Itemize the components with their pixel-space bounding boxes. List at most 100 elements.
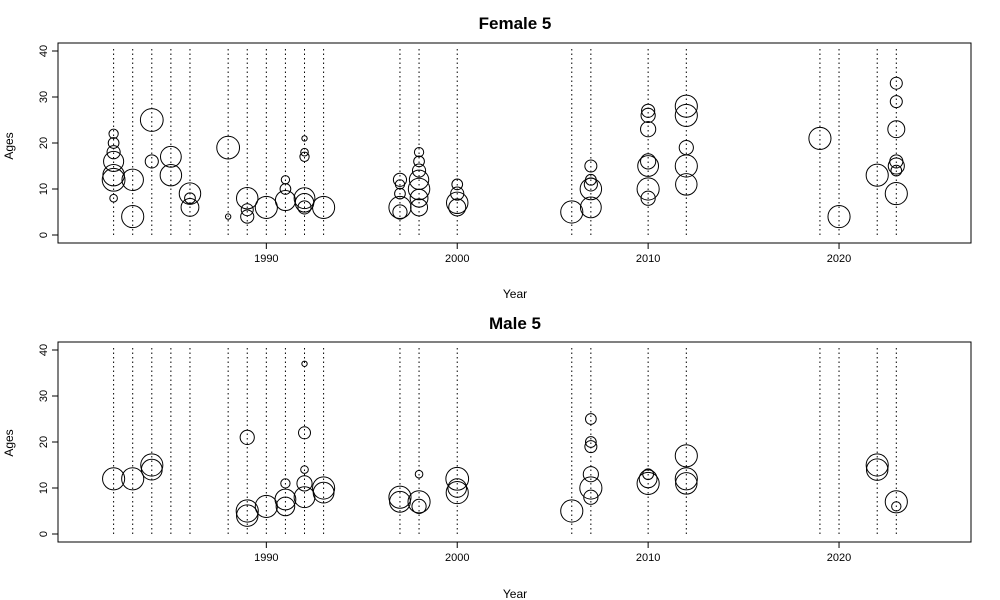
x-tick-label: 2010 [636,253,660,265]
data-bubble [394,179,406,190]
data-bubble [889,76,903,90]
data-bubble [140,458,163,481]
data-bubble [312,476,336,500]
data-bubble [140,453,164,477]
data-bubble [407,177,431,201]
data-bubble [297,200,312,215]
panel-female: Female 5 Year Ages 1990 2000 2010 2020 0 10 20… [2,14,972,301]
data-bubble [235,499,259,523]
data-bubble [450,186,465,201]
data-bubble [240,203,254,217]
data-bubble [445,191,469,215]
x-tick-label: 2010 [636,552,660,564]
data-bubble [637,155,660,177]
data-bubble [584,440,598,454]
data-bubble [312,195,336,219]
data-bubble [300,465,309,474]
data-bubble [388,485,412,509]
data-bubble [890,164,903,177]
data-bubble [583,489,599,505]
data-bubble [640,190,656,206]
data-bubble [640,121,657,138]
data-bubble [224,213,232,220]
plot-frame [57,42,972,244]
data-bubble [579,196,602,219]
data-bubble [101,167,126,192]
data-bubble [144,154,159,169]
data-bubble [254,195,278,219]
data-bubble [184,192,196,205]
y-tick-label: 30 [38,91,50,103]
data-bubble [296,475,313,492]
data-bubble [178,182,202,205]
data-bubble [106,145,121,160]
data-bubble [891,501,902,512]
y-tick-label: 40 [38,45,50,57]
data-bubble [300,147,309,157]
y-tick-label: 0 [38,531,50,537]
y-tick-label: 20 [38,436,50,448]
data-bubble [239,429,255,445]
data-bubble [584,173,597,186]
data-bubble [640,107,656,123]
panel-male: Male 5 Year Ages 1990 2000 2010 2020 0 10 20 30… [2,314,972,600]
data-bubble [678,140,694,156]
data-bubble [584,436,597,448]
data-bubble [675,173,698,196]
data-bubble [674,103,698,127]
data-bubble [299,151,310,162]
data-bubble [411,498,427,514]
data-bubble [638,469,658,489]
data-bubble [216,135,241,160]
data-bubble [827,205,851,229]
data-bubble [411,163,427,178]
data-bubble [102,467,126,491]
data-bubble [392,172,408,187]
data-bubble [887,157,905,175]
data-bubble [312,481,335,504]
data-bubble [275,496,296,517]
data-bubble [674,94,698,118]
data-bubble [640,153,657,170]
chart-title: Female 5 [479,14,552,33]
data-bubble [636,177,660,201]
x-tick-label: 2000 [445,552,469,564]
y-tick-label: 20 [38,137,50,149]
data-bubble [584,413,597,425]
y-tick-label: 10 [38,183,50,195]
data-bubble [865,163,889,187]
x-tick-label: 1990 [254,552,278,564]
data-bubble [675,472,698,495]
data-bubble [447,478,468,498]
data-bubble [274,488,297,511]
data-bubble [121,467,145,491]
y-tick-label: 40 [38,344,50,356]
data-bubble [642,468,654,481]
data-bubble [641,103,656,118]
data-bubble [293,486,316,509]
data-bubble [121,205,145,229]
data-bubble [445,481,469,505]
data-bubble [407,490,431,514]
x-tick-label: 2020 [827,253,851,265]
data-bubble [410,198,429,217]
x-axis-label: Year [503,287,527,301]
data-bubble [451,178,464,191]
x-tick-label: 2020 [827,552,851,564]
data-bubble [180,198,200,217]
data-bubble [108,128,119,139]
data-bubble [293,187,316,210]
data-bubble [159,145,182,168]
plot-frame [57,341,972,543]
data-bubble [240,209,255,224]
x-tick-label: 2000 [445,253,469,265]
data-bubble [884,490,908,514]
data-bubble [121,168,144,192]
data-bubble [280,478,291,489]
data-bubble [865,458,889,481]
data-bubble [301,360,308,367]
data-bubble [414,469,424,479]
data-bubble [394,187,406,200]
data-bubble [560,499,584,523]
